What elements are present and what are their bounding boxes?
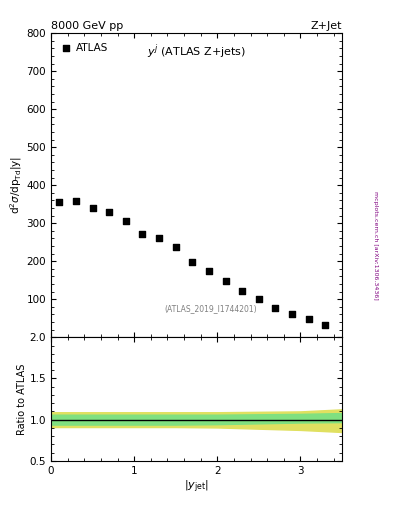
ATLAS xyxy=(322,321,329,329)
ATLAS xyxy=(189,259,195,267)
ATLAS xyxy=(156,233,162,242)
Y-axis label: Ratio to ATLAS: Ratio to ATLAS xyxy=(17,364,27,435)
ATLAS xyxy=(173,243,179,251)
Text: mcplots.cern.ch [arXiv:1306.3436]: mcplots.cern.ch [arXiv:1306.3436] xyxy=(373,191,378,300)
Text: Z+Jet: Z+Jet xyxy=(310,21,342,31)
ATLAS xyxy=(239,287,245,295)
X-axis label: |$y_{\rm jet}$|: |$y_{\rm jet}$| xyxy=(184,478,209,495)
Y-axis label: d$^2\sigma$/dp$_{\rm Td}$|y|: d$^2\sigma$/dp$_{\rm Td}$|y| xyxy=(8,156,24,215)
Text: (ATLAS_2019_I1744201): (ATLAS_2019_I1744201) xyxy=(165,304,257,313)
Text: $y^j$ (ATLAS Z+jets): $y^j$ (ATLAS Z+jets) xyxy=(147,42,246,61)
Legend: ATLAS: ATLAS xyxy=(56,38,113,57)
ATLAS xyxy=(106,208,112,216)
ATLAS xyxy=(123,217,129,225)
ATLAS xyxy=(222,277,229,285)
Text: 8000 GeV pp: 8000 GeV pp xyxy=(51,21,123,31)
ATLAS xyxy=(272,304,279,312)
ATLAS xyxy=(90,204,96,212)
ATLAS xyxy=(73,197,79,205)
ATLAS xyxy=(140,230,146,238)
ATLAS xyxy=(56,198,62,206)
ATLAS xyxy=(289,310,295,318)
ATLAS xyxy=(256,294,262,303)
ATLAS xyxy=(305,315,312,324)
ATLAS xyxy=(206,267,212,275)
